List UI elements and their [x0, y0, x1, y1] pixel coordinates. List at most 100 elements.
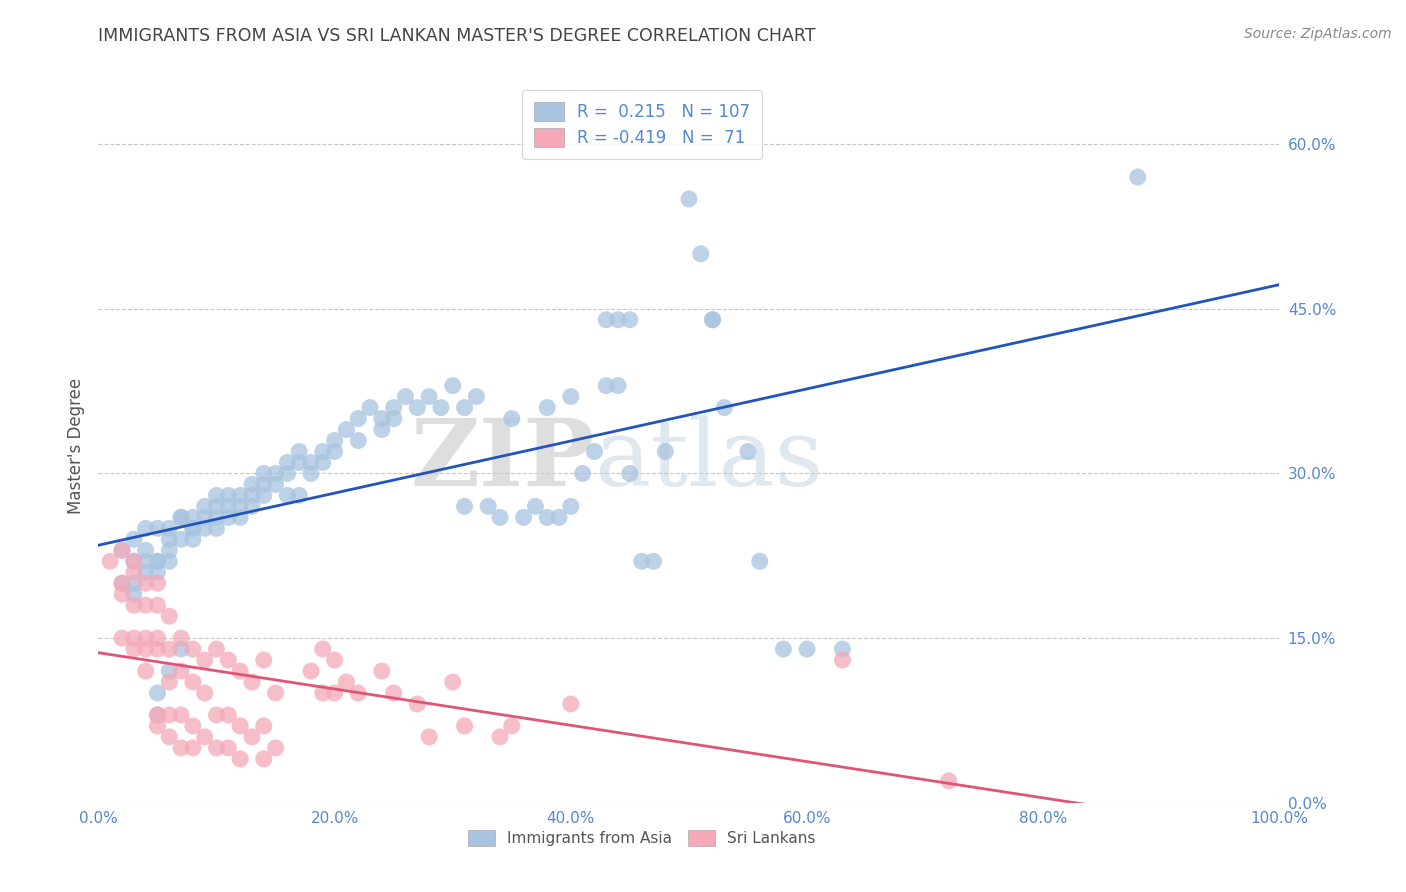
Point: [205, 500, 228, 514]
Point: [619, 312, 641, 326]
Point: [157, 642, 180, 657]
Point: [146, 554, 169, 568]
Point: [135, 543, 157, 558]
Point: [737, 444, 759, 458]
Point: [229, 510, 252, 524]
Point: [181, 719, 204, 733]
Point: [217, 740, 239, 755]
Point: [453, 719, 475, 733]
Point: [394, 390, 416, 404]
Point: [276, 488, 298, 502]
Point: [240, 730, 263, 744]
Point: [170, 740, 193, 755]
Point: [122, 554, 145, 568]
Point: [122, 587, 145, 601]
Legend: Immigrants from Asia, Sri Lankans: Immigrants from Asia, Sri Lankans: [461, 824, 823, 852]
Point: [796, 642, 818, 657]
Point: [253, 488, 276, 502]
Point: [217, 500, 239, 514]
Point: [938, 773, 960, 788]
Point: [748, 554, 770, 568]
Point: [702, 312, 724, 326]
Point: [146, 708, 169, 723]
Point: [111, 543, 134, 558]
Point: [406, 697, 429, 711]
Point: [170, 708, 193, 723]
Point: [299, 467, 322, 481]
Point: [1126, 169, 1149, 184]
Point: [299, 664, 322, 678]
Point: [194, 500, 217, 514]
Point: [157, 554, 180, 568]
Point: [643, 554, 665, 568]
Point: [205, 510, 228, 524]
Point: [181, 521, 204, 535]
Point: [347, 411, 370, 425]
Point: [98, 554, 121, 568]
Point: [194, 510, 217, 524]
Point: [630, 554, 652, 568]
Point: [347, 686, 370, 700]
Point: [607, 378, 630, 392]
Point: [157, 609, 180, 624]
Point: [501, 719, 523, 733]
Point: [536, 510, 558, 524]
Point: [122, 598, 145, 612]
Point: [441, 378, 464, 392]
Point: [359, 401, 381, 415]
Point: [157, 521, 180, 535]
Point: [146, 576, 169, 591]
Point: [194, 653, 217, 667]
Point: [524, 500, 547, 514]
Point: [157, 675, 180, 690]
Point: [453, 500, 475, 514]
Point: [157, 664, 180, 678]
Point: [253, 752, 276, 766]
Point: [122, 533, 145, 547]
Point: [181, 521, 204, 535]
Point: [312, 444, 335, 458]
Point: [229, 488, 252, 502]
Point: [583, 444, 606, 458]
Point: [253, 477, 276, 491]
Point: [441, 675, 464, 690]
Point: [135, 554, 157, 568]
Point: [229, 752, 252, 766]
Point: [312, 642, 335, 657]
Point: [135, 566, 157, 580]
Text: IMMIGRANTS FROM ASIA VS SRI LANKAN MASTER'S DEGREE CORRELATION CHART: IMMIGRANTS FROM ASIA VS SRI LANKAN MASTE…: [98, 27, 815, 45]
Point: [111, 587, 134, 601]
Point: [135, 664, 157, 678]
Point: [560, 697, 582, 711]
Point: [135, 598, 157, 612]
Point: [312, 455, 335, 469]
Point: [323, 434, 346, 448]
Point: [170, 642, 193, 657]
Point: [595, 378, 617, 392]
Point: [135, 631, 157, 645]
Point: [264, 477, 287, 491]
Point: [122, 576, 145, 591]
Point: [217, 653, 239, 667]
Point: [323, 653, 346, 667]
Point: [157, 533, 180, 547]
Point: [371, 423, 394, 437]
Point: [135, 576, 157, 591]
Point: [240, 477, 263, 491]
Point: [229, 500, 252, 514]
Point: [276, 455, 298, 469]
Point: [170, 510, 193, 524]
Point: [335, 423, 357, 437]
Point: [111, 631, 134, 645]
Point: [418, 390, 440, 404]
Point: [135, 642, 157, 657]
Point: [571, 467, 593, 481]
Point: [831, 642, 853, 657]
Point: [560, 390, 582, 404]
Point: [382, 686, 405, 700]
Point: [122, 631, 145, 645]
Point: [253, 719, 276, 733]
Point: [146, 708, 169, 723]
Point: [205, 642, 228, 657]
Point: [181, 642, 204, 657]
